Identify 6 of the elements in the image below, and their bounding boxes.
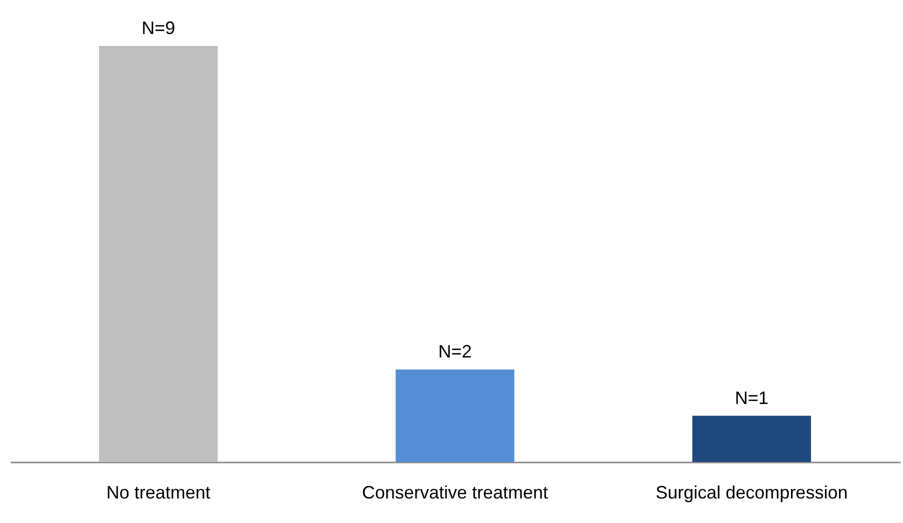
x-tick-label: No treatment	[106, 482, 210, 502]
data-label: N=9	[142, 18, 176, 38]
x-tick-label: Conservative treatment	[362, 482, 548, 502]
data-label: N=2	[438, 342, 472, 362]
x-tick-label: Surgical decompression	[656, 482, 848, 502]
data-label: N=1	[734, 388, 768, 408]
